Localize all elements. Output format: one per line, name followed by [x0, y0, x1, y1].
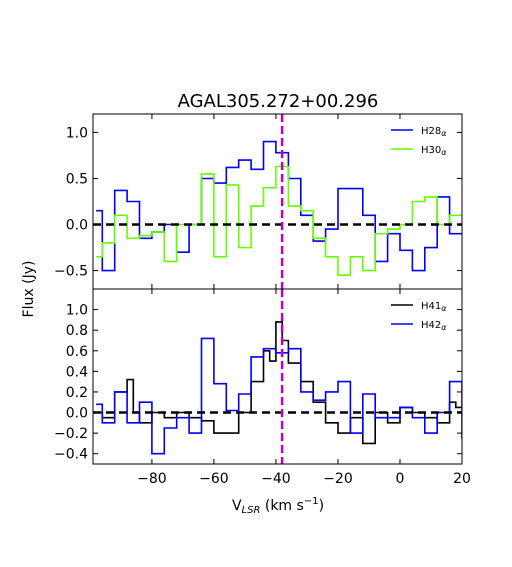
series-line-h42 [96, 337, 462, 455]
legend-label-greek: α [441, 323, 447, 332]
x-tick-label: −80 [137, 471, 167, 487]
x-axis-label-close: ) [319, 498, 324, 514]
y-tick-label: 0.6 [66, 344, 88, 360]
chart-title: AGAL305.272+00.296 [178, 91, 379, 112]
x-tick-label: −60 [199, 471, 229, 487]
x-axis-label-exp: −1 [304, 496, 319, 507]
y-axis-label: Flux (Jy) [21, 261, 37, 318]
panel-frame [92, 288, 463, 465]
y-tick-label: 1.0 [66, 125, 88, 141]
x-axis-label-main: V [232, 498, 242, 514]
legend-label-greek: α [441, 304, 447, 313]
plot-area [93, 321, 462, 455]
y-tick-label: −0.5 [54, 264, 88, 280]
y-tick-label: 0.0 [66, 406, 88, 422]
y-tick-label: −0.2 [54, 426, 88, 442]
x-tick-label: −40 [261, 471, 291, 487]
y-tick-label: 0.8 [66, 323, 88, 339]
legend-label-greek: α [441, 129, 447, 138]
x-axis-label: VLSR (km s−1) [232, 496, 324, 516]
legend-label-h28: H28α [421, 126, 447, 138]
legend-label-h30: H30α [421, 145, 447, 157]
x-tick-label: −20 [323, 471, 353, 487]
y-tick-label: 0.4 [66, 364, 88, 380]
legend-label-h42: H42α [421, 320, 447, 332]
x-axis-label-unit: (km s [260, 498, 303, 514]
panel-frame [92, 113, 463, 290]
legend-label-greek: α [441, 148, 447, 157]
y-tick-label: 0.0 [66, 218, 88, 234]
upper-panel: −0.5 0.0 0.5 1.0 H28α H30α [54, 113, 463, 290]
legend-label-h41: H41α [421, 301, 447, 313]
y-tick-label: 0.5 [66, 171, 88, 187]
y-tick-label: −0.4 [54, 447, 88, 463]
plot-area [93, 140, 462, 276]
y-tick-label: 1.0 [66, 303, 88, 319]
lower-panel: −80 −60 −40 −20 0 20 −0.4 −0.2 0.0 0.2 0.4 0.6 0.8 1.… [54, 288, 471, 487]
x-axis-label-sub: LSR [242, 505, 261, 516]
y-tick-label: 0.2 [66, 385, 88, 401]
x-tick-label: 0 [396, 471, 405, 487]
x-tick-label: 20 [453, 471, 471, 487]
